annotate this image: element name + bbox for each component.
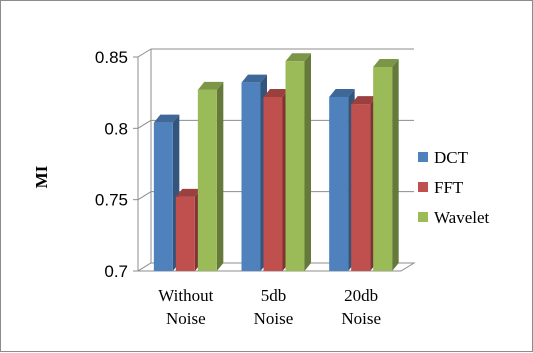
bar-front (241, 82, 261, 272)
bar-front (329, 96, 349, 272)
legend-label-fft: FFT (434, 178, 464, 197)
bar-top (285, 53, 311, 62)
x-tick-label: Noise (341, 309, 381, 328)
bar-front (373, 66, 393, 271)
bar-side (304, 53, 311, 271)
y-tick-label: 0.8 (104, 119, 128, 138)
x-tick-label: 5db (261, 286, 287, 305)
bar-side (392, 58, 399, 272)
bar-front (175, 196, 195, 271)
legend-swatch-wavelet (418, 212, 428, 222)
legend-swatch-dct (418, 152, 428, 162)
bar-top (351, 96, 377, 105)
bar-dct-1 (241, 74, 267, 272)
x-tick-label: Noise (254, 309, 294, 328)
bar-dct-0 (153, 114, 180, 271)
legend-label-wavelet: Wavelet (434, 208, 490, 227)
bar-top (373, 58, 399, 67)
x-tick-label: Noise (166, 309, 206, 328)
bar-fft-0 (175, 188, 202, 271)
bar-top (197, 81, 224, 90)
bar-front (285, 61, 305, 271)
gridline-depth (137, 191, 152, 201)
bar-top (329, 88, 355, 97)
bar-side (216, 81, 224, 272)
gridline-depth (137, 119, 152, 129)
bar-dct-2 (329, 88, 355, 272)
legend-label-dct: DCT (434, 148, 469, 167)
legend: DCT FFT Wavelet (418, 148, 490, 227)
bar-wavelet-0 (197, 81, 224, 272)
bar-top (153, 114, 180, 123)
y-axis-label: MI (32, 165, 51, 188)
bar-fft-1 (263, 88, 289, 272)
y-tick-label: 0.75 (95, 191, 128, 210)
gridline-depth (137, 48, 152, 58)
y-tick-label: 0.85 (95, 48, 128, 67)
bar-fft-2 (351, 96, 377, 271)
y-tick-label: 0.7 (104, 262, 128, 281)
bar-wavelet-1 (285, 53, 311, 271)
bar-front (153, 122, 173, 271)
legend-swatch-fft (418, 182, 428, 192)
x-tick-label: Without (158, 286, 213, 305)
bar-front (351, 104, 371, 271)
x-tick-label: 20db (344, 286, 378, 305)
bar-top (241, 74, 267, 83)
bar-front (263, 96, 283, 272)
bar-front (197, 89, 217, 272)
bar-top (263, 88, 289, 97)
bar-wavelet-2 (373, 58, 399, 272)
bar-top (175, 188, 202, 197)
